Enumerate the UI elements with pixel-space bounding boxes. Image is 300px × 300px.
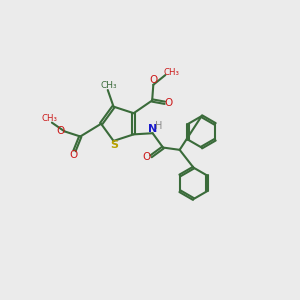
Text: CH₃: CH₃ bbox=[100, 81, 117, 90]
Text: CH₃: CH₃ bbox=[41, 114, 57, 123]
Text: O: O bbox=[149, 75, 158, 85]
Text: N: N bbox=[148, 124, 158, 134]
Text: O: O bbox=[164, 98, 172, 108]
Text: O: O bbox=[70, 150, 78, 160]
Text: O: O bbox=[56, 126, 64, 136]
Text: CH₃: CH₃ bbox=[163, 68, 179, 77]
Text: O: O bbox=[143, 152, 151, 163]
Text: H: H bbox=[155, 121, 163, 131]
Text: S: S bbox=[110, 140, 118, 150]
